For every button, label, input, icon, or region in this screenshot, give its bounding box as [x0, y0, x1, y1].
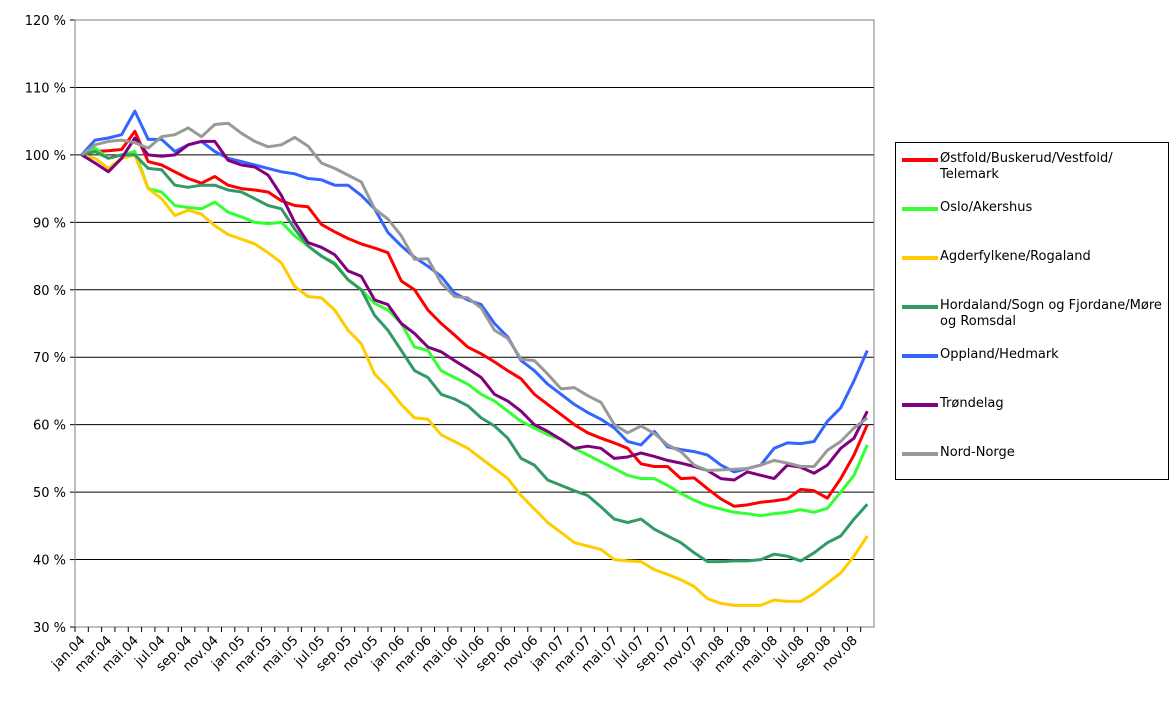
- y-tick-label: 110 %: [25, 81, 66, 96]
- legend-swatch: [902, 305, 938, 309]
- plot-border: [74, 19, 875, 628]
- legend-label: Agderfylkene/​Rogaland: [940, 249, 1091, 264]
- series-line: [80, 121, 869, 472]
- legend-swatch: [902, 158, 938, 162]
- y-tick-label: 50 %: [33, 486, 66, 501]
- legend-entry: Trøndelag: [902, 396, 1164, 445]
- y-tick-label: 60 %: [33, 419, 66, 434]
- series-line: [80, 109, 869, 474]
- legend-swatch: [902, 452, 938, 456]
- legend-entry: Østfold/​Buskerud/​Vestfold/​Telemark: [902, 151, 1164, 200]
- legend-entry: Oslo/​Akershus: [902, 200, 1164, 249]
- legend-label: Trøndelag: [940, 396, 1004, 411]
- legend-label: Oslo/​Akershus: [940, 200, 1033, 215]
- series-line: [81, 150, 869, 564]
- y-tick-label: 90 %: [33, 216, 66, 231]
- series-line: [81, 129, 869, 508]
- y-tick-label: 80 %: [33, 284, 66, 299]
- y-tick-label: 100 %: [25, 149, 66, 164]
- legend-label: Hordaland/​Sogn og Fjordane/​Møre og Rom…: [940, 298, 1162, 329]
- legend-swatch: [902, 354, 938, 358]
- legend-swatch: [902, 256, 938, 260]
- legend-swatch: [902, 403, 938, 407]
- y-tick-label: 120 %: [25, 14, 66, 29]
- y-tick-label: 40 %: [33, 554, 66, 569]
- legend-swatch: [902, 207, 938, 211]
- y-tick-label: 70 %: [33, 351, 66, 366]
- legend: Østfold/​Buskerud/​Vestfold/​Telemark Osl…: [895, 142, 1169, 480]
- y-tick-label: 30 %: [33, 621, 66, 636]
- legend-entry: Agderfylkene/​Rogaland: [902, 249, 1164, 298]
- legend-entry: Oppland/​Hedmark: [902, 347, 1164, 396]
- legend-label: Nord-Norge: [940, 445, 1015, 460]
- legend-label: Oppland/​Hedmark: [940, 347, 1059, 362]
- series-line: [81, 146, 869, 518]
- legend-entry: Nord-Norge: [902, 445, 1164, 494]
- legend-entry: Hordaland/​Sogn og Fjordane/​Møre og Rom…: [902, 298, 1164, 347]
- series-line: [81, 153, 869, 607]
- series-line: [80, 136, 869, 482]
- legend-label: Østfold/​Buskerud/​Vestfold/​Telemark: [940, 151, 1113, 182]
